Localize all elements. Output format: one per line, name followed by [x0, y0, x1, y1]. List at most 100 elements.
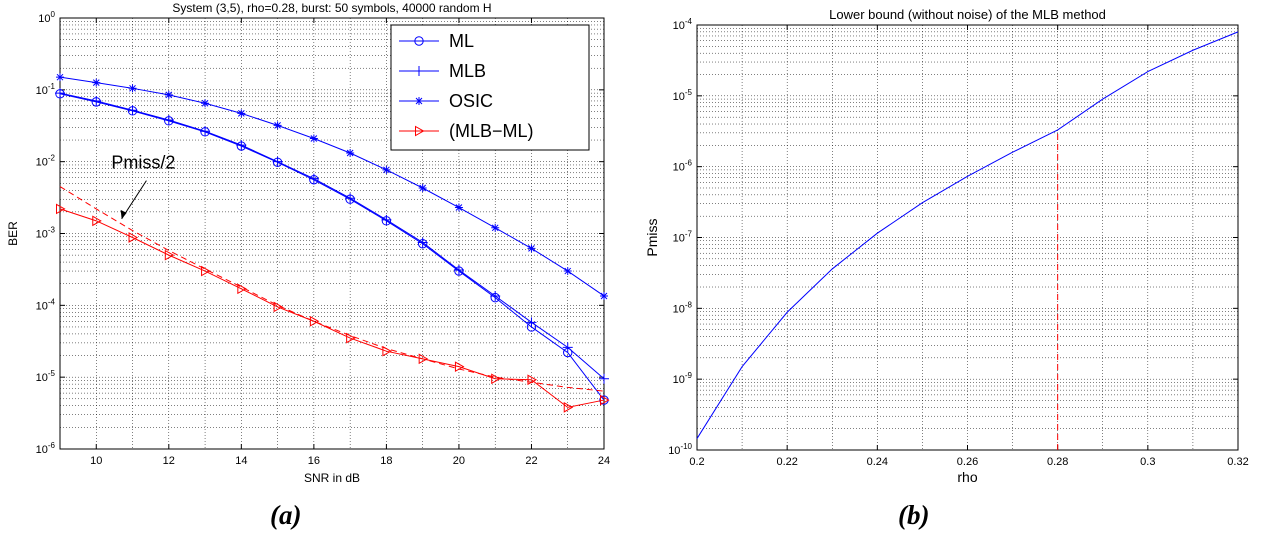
series-1-point-2	[127, 105, 138, 116]
x-tick-label-6: 0.32	[1227, 456, 1248, 468]
y-tick-label: 10-10	[668, 442, 692, 457]
series-1-point-14	[562, 342, 573, 353]
series-1-point-15	[599, 373, 609, 384]
series-2-point-5	[237, 109, 246, 118]
series-3-point-4	[201, 265, 211, 277]
x-tick-label-2: 14	[235, 455, 247, 467]
series-1-point-8	[345, 193, 356, 204]
chart-title: System (3,5), rho=0.28, burst: 50 symbol…	[172, 1, 491, 15]
series-line-4	[59, 186, 605, 392]
x-tick-label-7: 24	[598, 455, 610, 467]
y-tick-label: 10-5	[673, 88, 693, 103]
series-1-point-4	[200, 126, 211, 137]
series-1-point-0	[55, 88, 65, 99]
y-tick-label: 10-6	[673, 159, 693, 174]
series-2-point-11	[454, 203, 463, 212]
series-line-0	[696, 31, 1239, 439]
series-line-1	[59, 92, 605, 380]
caption-a: (a)	[270, 500, 302, 530]
y-tick-label: 10-4	[36, 297, 56, 312]
series-2-point-9	[382, 165, 391, 174]
series-2-point-1	[92, 78, 101, 87]
y-tick-label: 100	[38, 10, 55, 25]
series-2-point-3	[164, 90, 173, 99]
x-tick-label-5: 0.3	[1140, 456, 1155, 468]
series-3-point-10	[418, 353, 429, 365]
legend-box	[390, 24, 590, 151]
x-tick-label-3: 16	[308, 455, 320, 467]
series-line-0	[59, 93, 605, 401]
series-2-point-12	[491, 223, 500, 232]
legend-marker-2	[415, 97, 423, 105]
caption-b: (b)	[898, 500, 930, 530]
series-2-point-0	[56, 73, 64, 82]
series-1-point-9	[381, 214, 392, 225]
series-line-2	[59, 76, 605, 297]
y-axis-label: Pmiss	[644, 218, 660, 256]
x-tick-label-5: 20	[453, 455, 465, 467]
series-3-point-5	[237, 283, 247, 295]
series-3-point-14	[563, 401, 574, 413]
legend-marker-1	[414, 66, 424, 76]
legend-marker-3	[415, 125, 425, 137]
x-tick-label-2: 0.24	[867, 456, 888, 468]
series-2-point-13	[527, 244, 536, 253]
series-2-point-2	[128, 84, 137, 93]
series-2-point-15	[600, 291, 608, 300]
series-1-point-13	[526, 317, 537, 328]
y-tick-label: 10-2	[36, 154, 56, 169]
series-1-point-5	[236, 140, 247, 151]
x-tick-label-1: 12	[163, 455, 175, 467]
y-tick-label: 10-4	[673, 17, 693, 32]
x-axis-label: rho	[957, 469, 977, 485]
series-3-point-8	[346, 332, 356, 344]
y-tick-label: 10-1	[36, 82, 56, 97]
y-tick-label: 10-9	[673, 371, 693, 386]
series-3-point-12	[491, 373, 501, 385]
series-3-point-6	[273, 301, 284, 313]
series-3-point-3	[164, 249, 175, 261]
series-1-point-3	[163, 115, 174, 126]
chart-title: Lower bound (without noise) of the MLB m…	[829, 7, 1106, 22]
series-3-point-15	[600, 394, 610, 406]
legend-label-1: MLB	[449, 61, 486, 81]
x-tick-label-4: 0.28	[1047, 456, 1068, 468]
x-tick-label-1: 0.22	[776, 456, 797, 468]
annotation-arrowhead-0	[120, 209, 127, 219]
series-3-point-1	[92, 215, 102, 227]
legend-marker-0	[414, 36, 424, 46]
y-tick-label: 10-5	[36, 369, 56, 384]
annotation-text-0: Pmiss/2	[111, 153, 175, 173]
series-2-point-10	[418, 183, 427, 192]
x-tick-label-4: 18	[380, 455, 392, 467]
x-tick-label-3: 0.26	[957, 456, 978, 468]
panel-a-ber-vs-snr: 10 12 14 16 18 20 22 24 10-6 10-5 10-4 10-3 10-2 10-1…	[6, 1, 610, 485]
x-tick-label-6: 22	[525, 455, 537, 467]
series-1-point-12	[490, 290, 501, 301]
series-1-point-11	[453, 265, 464, 276]
series-2-point-7	[309, 134, 318, 143]
series-2-point-14	[563, 267, 572, 276]
y-axis-label: BER	[6, 221, 20, 246]
series-3-point-7	[309, 315, 320, 327]
series-3-point-0	[56, 203, 66, 215]
x-axis-label: SNR in dB	[304, 471, 360, 485]
y-tick-label: 10-8	[673, 300, 693, 315]
y-tick-label: 10-3	[36, 226, 56, 241]
y-tick-label: 10-6	[36, 441, 56, 456]
x-tick-label-0: 0.2	[689, 456, 704, 468]
legend-label-2: OSIC	[449, 91, 493, 111]
series-2-point-4	[201, 99, 210, 108]
legend-label-3: (MLB−ML)	[449, 121, 534, 141]
series-1-point-1	[91, 95, 102, 106]
series-2-point-6	[273, 121, 282, 130]
y-tick-label: 10-7	[673, 230, 693, 245]
series-2-point-8	[346, 149, 355, 158]
legend-label-0: ML	[449, 31, 474, 51]
series-1-point-6	[272, 156, 283, 167]
panel-b-pmiss-vs-rho: 0.2 0.22 0.24 0.26 0.28 0.3 0.32 10-10 10-9 10-8 1…	[644, 7, 1249, 485]
series-1-point-10	[417, 237, 428, 248]
series-3-point-2	[128, 232, 139, 243]
series-1-point-7	[308, 173, 319, 184]
